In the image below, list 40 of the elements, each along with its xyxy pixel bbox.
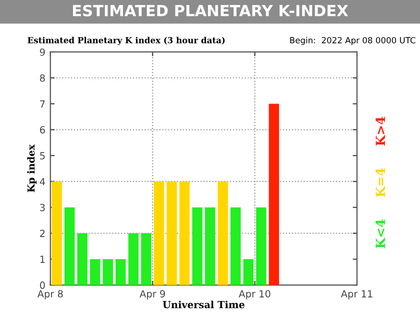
bar <box>166 181 177 286</box>
y-tick-label: 1 <box>40 256 45 263</box>
bar <box>154 181 164 286</box>
bar <box>192 207 202 286</box>
bar <box>268 104 280 286</box>
bar <box>243 259 254 286</box>
x-tick-label: Apr 11 <box>340 290 372 300</box>
bar <box>141 233 152 286</box>
bar <box>64 207 75 286</box>
bar <box>90 259 100 286</box>
bar <box>204 207 216 286</box>
y-tick-label: 8 <box>40 74 45 82</box>
bar <box>230 207 241 286</box>
chart-subtitle: Estimated Planetary K index (3 hour data) <box>28 36 225 46</box>
y-tick-label: 6 <box>40 126 45 134</box>
bar <box>77 233 88 286</box>
text: K=4 <box>376 168 385 197</box>
text: Begin: 2022 Apr 08 0000 UTC <box>290 36 416 45</box>
y-axis-title: Kp index <box>27 144 37 192</box>
y-tick-label: 3 <box>40 204 45 212</box>
y-tick-label: 7 <box>40 100 45 108</box>
x-tick-label: Apr 9 <box>140 290 165 300</box>
x-tick-label: Apr 10 <box>238 290 270 300</box>
bar <box>218 181 228 286</box>
x-axis-title: Universal Time <box>162 300 244 308</box>
bar <box>116 259 126 286</box>
text: K>4 <box>376 116 385 146</box>
chart-title: ESTIMATED PLANETARY K-INDEX <box>73 4 348 16</box>
bar <box>128 233 139 286</box>
bar <box>256 207 266 286</box>
bar <box>52 181 62 286</box>
y-tick-label: 5 <box>40 152 45 160</box>
text: K<4 <box>376 219 385 248</box>
bar <box>102 259 113 286</box>
bar <box>179 181 190 286</box>
x-tick-label: Apr 8 <box>37 290 63 300</box>
y-tick-label: 2 <box>40 230 45 237</box>
y-tick-label: 4 <box>40 178 45 186</box>
y-tick-label: 9 <box>40 48 45 56</box>
y-tick-label: 0 <box>40 282 45 289</box>
